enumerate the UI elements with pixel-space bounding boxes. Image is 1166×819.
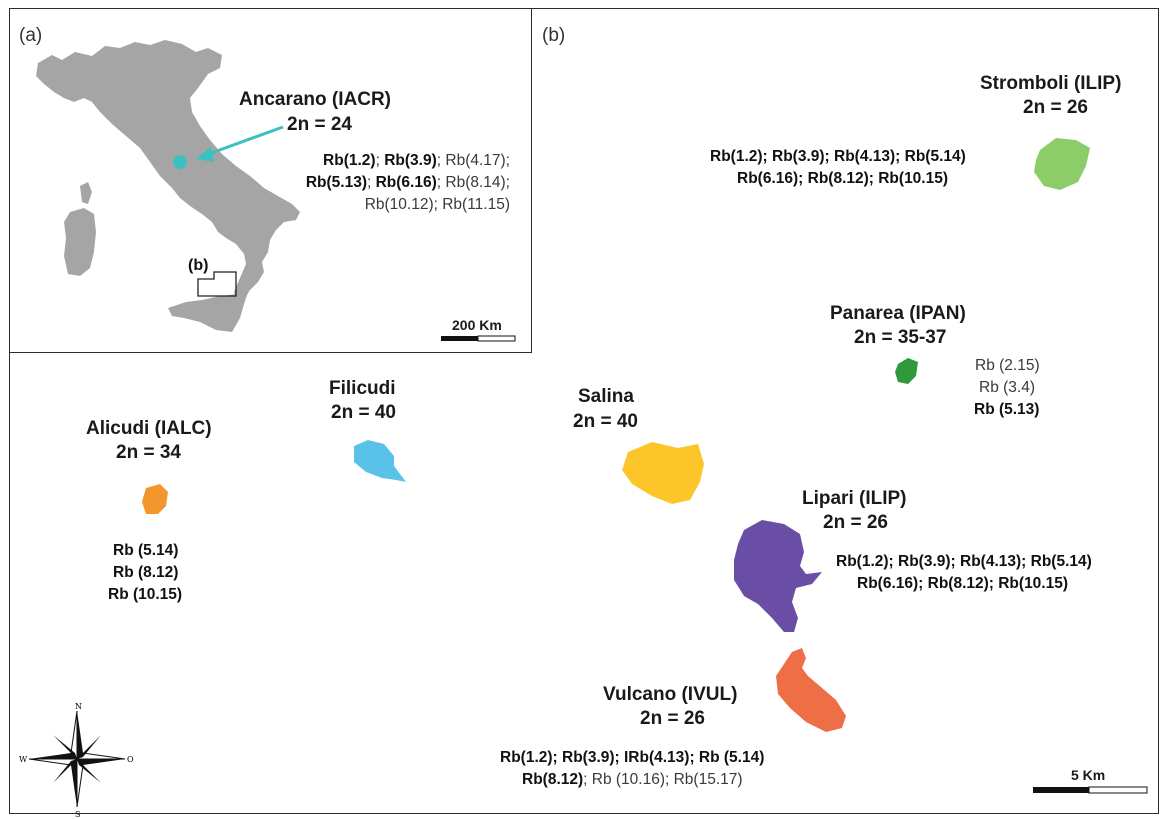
ancarano-title: Ancarano (IACR) xyxy=(239,89,392,110)
rb-text-run: Rb (10.15) xyxy=(108,586,183,603)
stromboli-title: Stromboli (ILIP) xyxy=(980,73,1122,94)
rb-text-run: Rb (5.14) xyxy=(113,542,179,559)
alicudi-title: Alicudi (IALC) xyxy=(86,418,212,439)
compass-w: W xyxy=(19,755,28,764)
lipari-rb-line2: Rb(6.16); Rb(8.12); Rb(10.15) xyxy=(857,573,1068,595)
main-scale-bar xyxy=(1033,786,1148,794)
panarea-rb-line2: Rb (3.4) xyxy=(979,377,1035,399)
rb-text-run: Rb (3.4) xyxy=(979,379,1035,396)
compass-n: N xyxy=(75,702,82,711)
salina-island xyxy=(622,442,704,504)
vulcano-rb-line1: Rb(1.2); Rb(3.9); IRb(4.13); Rb (5.14) xyxy=(500,747,764,769)
stromboli-island xyxy=(1034,138,1090,190)
alicudi-rb-line2: Rb (8.12) xyxy=(113,562,178,584)
stromboli-chromosomes: 2n = 26 xyxy=(1023,97,1088,118)
rb-text-run: Rb(6.16); Rb(8.12); Rb(10.15) xyxy=(737,170,949,187)
rb-text-run: Rb(6.16) xyxy=(375,174,437,191)
ancarano-arrowhead xyxy=(196,147,214,162)
panarea-title: Panarea (IPAN) xyxy=(830,303,966,324)
compass-e: O xyxy=(127,755,134,764)
filicudi-chromosomes: 2n = 40 xyxy=(331,402,396,423)
rb-text-run: Rb(10.12); Rb(11.15) xyxy=(364,196,510,213)
lipari-rb-line1: Rb(1.2); Rb(3.9); Rb(4.13); Rb(5.14) xyxy=(836,551,1092,573)
inset-scale-bar xyxy=(441,335,516,342)
panarea-rb-line1: Rb (2.15) xyxy=(975,355,1040,377)
rb-text-run: Rb(8.12) xyxy=(522,771,584,788)
rb-text-run: Rb(1.2); Rb(3.9); Rb(4.13); Rb(5.14) xyxy=(836,553,1092,570)
lipari-chromosomes: 2n = 26 xyxy=(823,512,888,533)
rb-text-run: ; xyxy=(366,174,376,191)
rb-text-run: Rb(1.2); Rb(3.9); IRb(4.13); Rb (5.14) xyxy=(500,749,765,766)
rb-text-run: Rb (2.15) xyxy=(975,357,1040,374)
rb-text-run: ; Rb(4.17); xyxy=(436,152,510,169)
main-scale-label: 5 Km xyxy=(1071,767,1106,783)
vulcano-title: Vulcano (IVUL) xyxy=(603,684,738,705)
lipari-island xyxy=(734,520,822,632)
ancarano-rb-line1: Rb(1.2); Rb(3.9); Rb(4.17); xyxy=(270,150,510,172)
alicudi-rb-line1: Rb (5.14) xyxy=(113,540,178,562)
inset-region-box xyxy=(197,271,237,297)
alicudi-island xyxy=(142,484,168,514)
ancarano-marker xyxy=(173,155,187,169)
stromboli-rb-line1: Rb(1.2); Rb(3.9); Rb(4.13); Rb(5.14) xyxy=(710,146,966,168)
panel-label-a: (a) xyxy=(19,25,43,46)
panarea-rb-line3: Rb (5.13) xyxy=(974,399,1039,421)
rb-text-run: Rb (5.13) xyxy=(974,401,1040,418)
rb-text-run: Rb(1.2); Rb(3.9); Rb(4.13); Rb(5.14) xyxy=(710,148,966,165)
italy-shape xyxy=(36,40,300,332)
compass-s: S xyxy=(75,810,80,819)
rb-text-run: Rb(6.16); Rb(8.12); Rb(10.15) xyxy=(857,575,1069,592)
inset-scale-label: 200 Km xyxy=(452,317,502,333)
rb-text-run: Rb(1.2) xyxy=(323,152,376,169)
ancarano-rb-line2: Rb(5.13); Rb(6.16); Rb(8.14); xyxy=(270,172,510,194)
ancarano-rb-line3: Rb(10.12); Rb(11.15) xyxy=(270,194,510,216)
filicudi-island xyxy=(354,440,406,482)
lipari-title: Lipari (ILIP) xyxy=(802,488,907,509)
salina-chromosomes: 2n = 40 xyxy=(573,411,638,432)
rb-text-run: ; xyxy=(375,152,385,169)
rb-text-run: Rb(3.9) xyxy=(384,152,437,169)
inset-region-label: (b) xyxy=(188,257,209,274)
compass-rose: N S W O xyxy=(19,702,134,819)
salina-title: Salina xyxy=(578,386,634,407)
rb-text-run: ; Rb (10.16); Rb(15.17) xyxy=(583,771,743,788)
ancarano-arrow xyxy=(202,125,284,158)
ancarano-chromosomes: 2n = 24 xyxy=(287,114,352,135)
alicudi-chromosomes: 2n = 34 xyxy=(116,442,181,463)
rb-text-run: ; Rb(8.14); xyxy=(436,174,510,191)
rb-text-run: Rb(5.13) xyxy=(305,174,367,191)
panel-label-b: (b) xyxy=(542,25,566,46)
alicudi-rb-line3: Rb (10.15) xyxy=(108,584,182,606)
vulcano-chromosomes: 2n = 26 xyxy=(640,708,705,729)
filicudi-title: Filicudi xyxy=(329,378,396,399)
map-frame-b xyxy=(9,8,1159,814)
vulcano-island xyxy=(776,648,846,732)
stromboli-rb-line2: Rb(6.16); Rb(8.12); Rb(10.15) xyxy=(737,168,948,190)
vulcano-rb-line2: Rb(8.12); Rb (10.16); Rb(15.17) xyxy=(522,769,743,791)
rb-text-run: Rb (8.12) xyxy=(113,564,179,581)
panarea-island xyxy=(895,358,918,384)
panarea-chromosomes: 2n = 35-37 xyxy=(854,327,947,348)
